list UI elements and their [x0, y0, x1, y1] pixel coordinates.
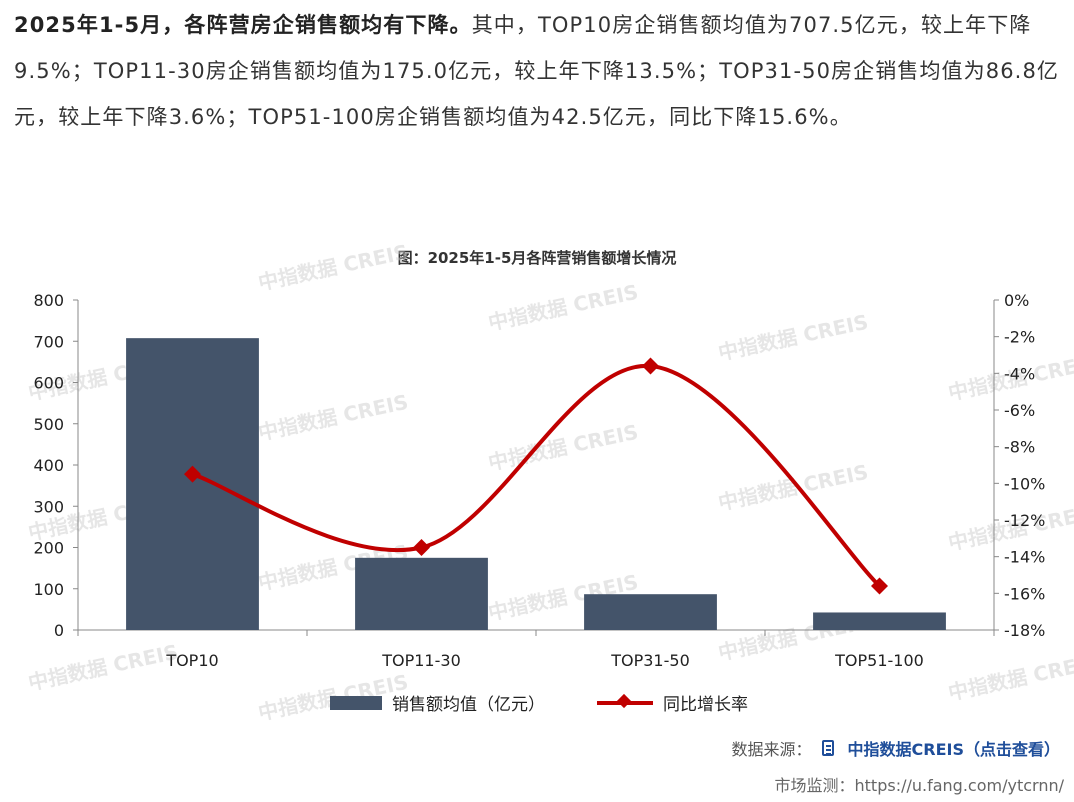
growth-point: [413, 539, 430, 556]
legend-item-bar: 销售额均值（亿元）: [330, 690, 545, 715]
right-tick-label: 0%: [1004, 291, 1029, 310]
monitor-url[interactable]: 市场监测：https://u.fang.com/ytcrnn/: [774, 776, 1064, 795]
left-tick-label: 100: [33, 580, 64, 599]
watermark-text: 中指数据 CREIS: [486, 280, 640, 335]
watermark-text: 中指数据 CREIS: [716, 310, 870, 365]
watermark-text: 中指数据 CREIS: [486, 420, 640, 475]
legend-bar-swatch: [330, 695, 382, 710]
bar: [584, 594, 717, 630]
x-tick-label: TOP11-30: [381, 651, 461, 670]
right-tick-label: -12%: [1004, 511, 1045, 530]
left-tick-label: 700: [33, 332, 64, 351]
summary-text: 其中，TOP10房企销售额均值为707.5亿元，较上年下降9.5%；TOP11-…: [14, 13, 1060, 129]
bar: [813, 612, 946, 630]
legend-line-label: 同比增长率: [663, 695, 748, 715]
left-tick-label: 200: [33, 539, 64, 558]
summary-bold: 2025年1-5月，各阵营房企销售额均有下降。: [14, 13, 472, 37]
x-tick-label: TOP51-100: [834, 651, 924, 670]
left-tick-label: 500: [33, 415, 64, 434]
source-line: 数据来源： 中指数据CREIS（点击查看）: [731, 736, 1060, 760]
right-tick-label: -14%: [1004, 548, 1045, 567]
bar: [126, 338, 259, 630]
watermark-text: 中指数据 CREIS: [716, 460, 870, 515]
watermark-text: 中指数据 CREIS: [256, 240, 410, 295]
growth-point: [871, 577, 888, 595]
summary-paragraph: 2025年1-5月，各阵营房企销售额均有下降。其中，TOP10房企销售额均值为7…: [14, 2, 1066, 140]
document-icon: [821, 740, 834, 756]
chart-title: 图：2025年1-5月各阵营销售额增长情况: [397, 249, 677, 267]
x-tick-label: TOP31-50: [610, 651, 690, 670]
watermark-text: 中指数据 CREIS: [946, 650, 1074, 705]
growth-line: [191, 363, 881, 588]
legend: 销售额均值（亿元） 同比增长率: [330, 690, 800, 715]
right-tick-label: -6%: [1004, 401, 1035, 420]
left-tick-label: 300: [33, 497, 64, 516]
watermark-text: 中指数据 CREIS: [26, 640, 180, 695]
legend-item-line: 同比增长率: [597, 690, 748, 715]
right-tick-label: -16%: [1004, 584, 1045, 603]
right-tick-label: -10%: [1004, 474, 1045, 493]
x-tick-label: TOP10: [165, 651, 218, 670]
growth-point: [642, 357, 659, 375]
legend-bar-label: 销售额均值（亿元）: [392, 695, 545, 715]
legend-line-swatch: [597, 693, 653, 708]
source-link[interactable]: 中指数据CREIS（点击查看）: [847, 740, 1060, 759]
right-tick-label: -2%: [1004, 328, 1035, 347]
left-tick-label: 0: [54, 621, 64, 640]
left-tick-label: 600: [33, 374, 64, 393]
right-tick-label: -18%: [1004, 621, 1045, 640]
right-tick-label: -8%: [1004, 438, 1035, 457]
bar: [355, 557, 488, 630]
left-tick-label: 800: [33, 291, 64, 310]
right-tick-label: -4%: [1004, 364, 1035, 383]
watermark-text: 中指数据 CREIS: [256, 390, 410, 445]
growth-point: [184, 465, 201, 483]
left-tick-label: 400: [33, 456, 64, 475]
source-label: 数据来源：: [731, 740, 812, 759]
